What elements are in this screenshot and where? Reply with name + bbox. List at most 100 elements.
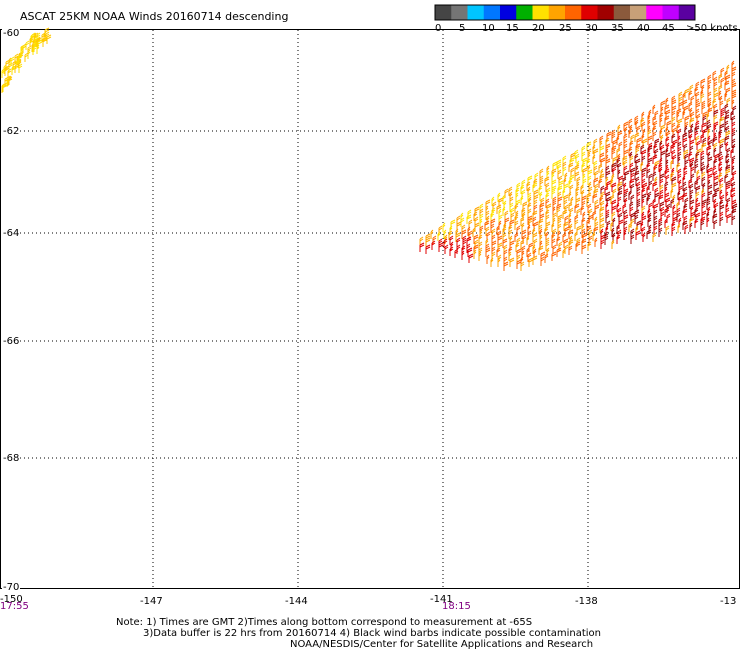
legend-swatch [565,5,582,20]
wind-barb [701,176,706,186]
wind-barb [682,109,686,119]
wind-barb [682,99,688,109]
wind-barb [660,134,664,144]
wind-barb [594,170,599,180]
wind-barb [628,118,633,128]
wind-barb [641,226,646,236]
wind-barb [640,144,645,154]
wind-barb [659,201,665,211]
wind-barb [671,122,676,132]
wind-barb [678,217,682,227]
wind-barb [460,217,465,227]
note-line-2: 3)Data buffer is 22 hrs from 20160714 4)… [143,628,601,639]
wind-barb [689,107,693,117]
wind-barb [574,149,579,159]
wind-barb [665,97,669,107]
wind-barb [719,216,724,226]
wind-barb [450,219,456,229]
wind-barb [438,225,443,235]
wind-barb [594,183,599,193]
wind-barb [504,188,509,198]
wind-barb [628,190,632,200]
wind-barb [640,161,644,171]
wind-barb [707,190,713,200]
wind-barb [712,165,717,175]
time-labels: 17:55 18:15 [0,601,471,612]
wind-barb [520,184,525,194]
wind-barb [508,186,513,196]
wind-barb [731,215,736,225]
wind-barb [509,257,515,267]
wind-barb [701,104,706,114]
wind-barb [478,251,482,261]
wind-barb [648,173,653,183]
wind-barb [600,239,605,249]
wind-barb [34,35,39,45]
wind-barb [648,202,653,212]
wind-barb [574,203,580,213]
wind-barb [448,230,453,240]
legend-swatch [483,5,501,20]
wind-barb [592,144,596,154]
lon-label-13: -13 [720,596,736,607]
wind-barb [719,155,724,165]
legend-swatch [500,5,517,20]
wind-barb [624,170,630,180]
wind-barb [696,175,701,185]
wind-barb [646,229,652,239]
wind-barb [695,108,700,118]
wind-barb [724,120,729,130]
wind-barb [652,104,656,114]
wind-barb [672,154,677,164]
wind-barb [642,138,648,148]
wind-barb [557,223,562,233]
wind-barb [701,122,707,132]
wind-barb [581,162,586,172]
wind-barb [586,141,592,151]
wind-barb [521,207,526,217]
wind-barb [718,151,723,161]
wind-barb [600,157,606,167]
wind-barb [568,191,572,201]
wind-barb [442,222,446,232]
wind-barb [538,224,543,234]
wind-barb [714,202,719,212]
wind-barb [534,172,539,182]
wind-barb [689,222,693,232]
wind-barb [689,145,694,155]
wind-barb [652,115,657,125]
wind-barb [605,191,611,201]
wind-barb [658,227,663,237]
wind-barb [552,244,557,254]
wind-barb [498,220,502,230]
wind-barb [636,191,641,201]
wind-barb [546,247,550,257]
wind-barb [646,185,650,195]
wind-barb [725,141,729,151]
wind-barb [611,162,617,172]
wind-barb [570,152,576,162]
wind-barb [634,132,640,142]
map-frame [0,29,740,589]
wind-barb [478,234,483,244]
wind-barb [658,162,663,172]
wind-barb [646,168,651,178]
wind-barb [472,227,476,237]
wind-barb [641,215,647,225]
wind-barb [521,189,526,199]
wind-barb [647,208,651,218]
wind-barb [719,204,725,214]
wind-barb [545,182,550,192]
wind-barb [455,232,461,242]
wind-barb [593,177,599,187]
wind-barb [539,191,543,201]
wind-barb [676,112,680,122]
wind-barb [598,163,603,173]
wind-barb [670,143,676,153]
legend-swatch [662,5,680,20]
wind-barb [606,196,612,206]
wind-barb [444,244,449,254]
wind-barb [611,211,616,221]
wind-barb [562,232,567,242]
wind-barb [724,173,729,183]
